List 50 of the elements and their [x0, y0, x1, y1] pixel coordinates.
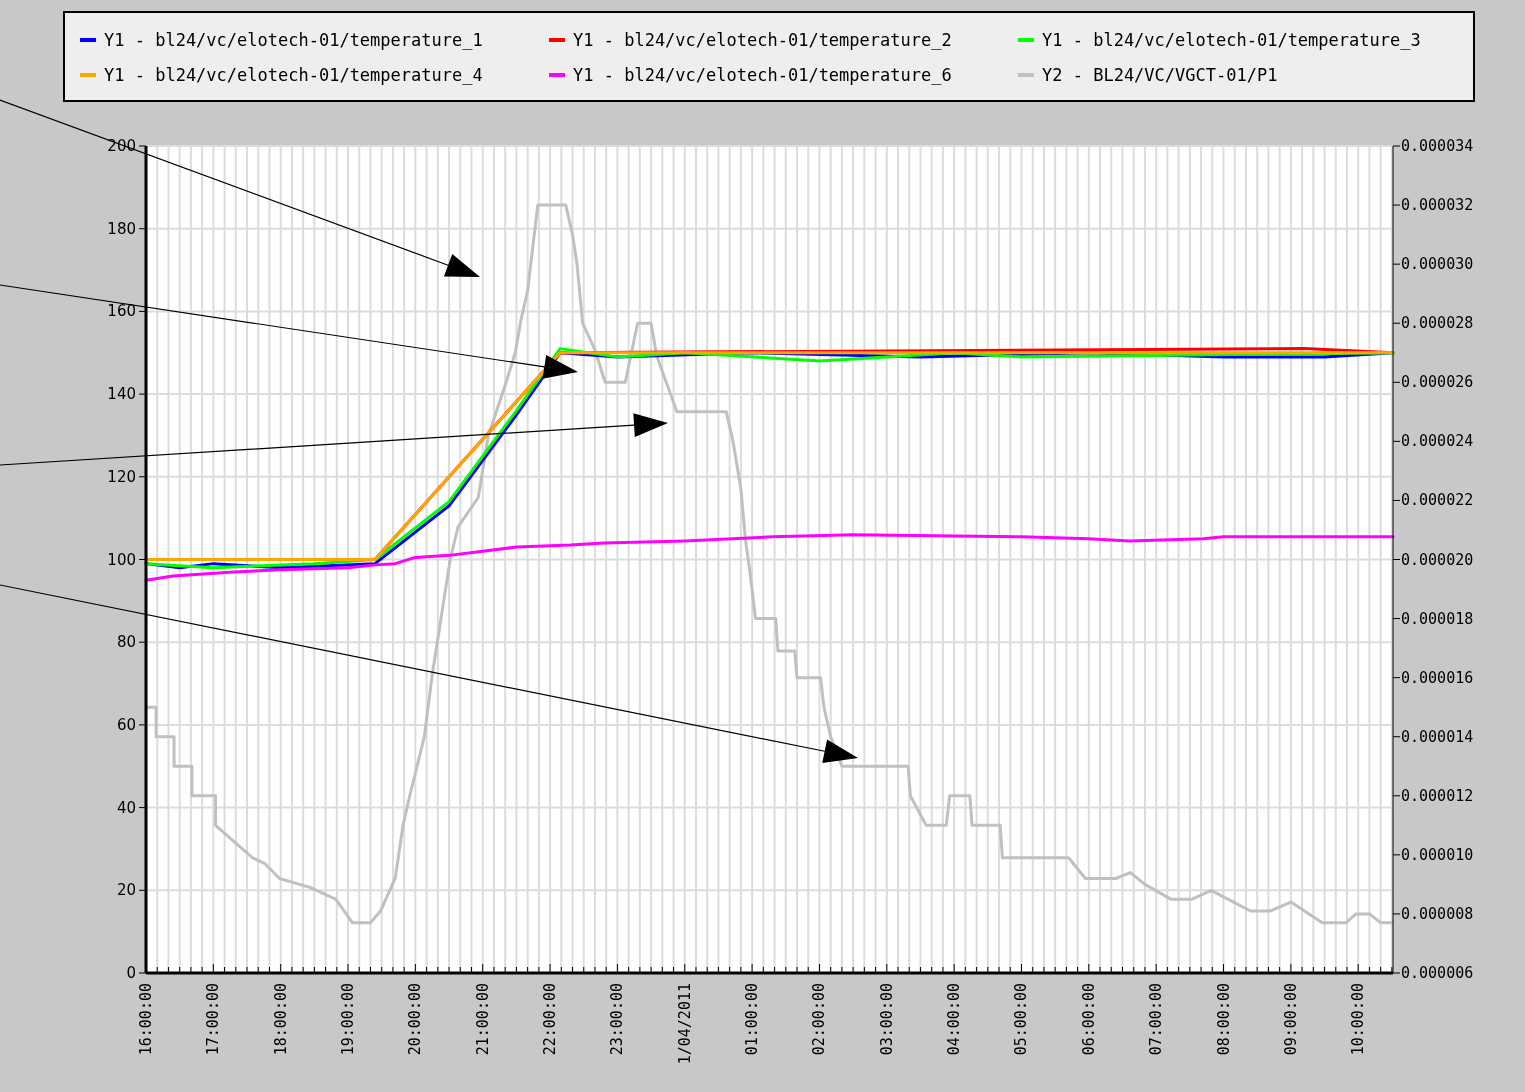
x-tick-label: 05:00:00	[1012, 983, 1031, 1056]
legend-label: Y2 - BL24/VC/VGCT-01/P1	[1042, 65, 1278, 85]
y2-tick-label: 0.000006	[1401, 964, 1474, 982]
y2-tick-label: 0.000028	[1401, 314, 1474, 333]
x-tick-label: 02:00:00	[810, 983, 829, 1056]
x-tick-label: 16:00:00	[137, 983, 155, 1056]
y-tick-label: 160	[107, 302, 136, 321]
x-tick-label: 21:00:00	[473, 983, 492, 1056]
y2-tick-label: 0.000016	[1401, 668, 1474, 687]
x-tick-label: 17:00:00	[204, 983, 223, 1056]
y-tick-label: 40	[116, 798, 136, 817]
x-tick-label: 22:00:00	[541, 983, 560, 1056]
x-tick-label: 04:00:00	[945, 983, 964, 1056]
x-tick-label: 23:00:00	[608, 983, 627, 1056]
y2-tick-label: 0.000026	[1401, 373, 1474, 392]
y-tick-label: 140	[107, 385, 136, 404]
x-tick-label: 01:00:00	[743, 983, 762, 1056]
y-tick-label: 60	[116, 715, 136, 734]
x-tick-label: 10:00:00	[1349, 983, 1368, 1056]
y2-tick-label: 0.000020	[1401, 550, 1474, 569]
legend-label: Y1 - bl24/vc/elotech-01/temperature_2	[573, 30, 952, 50]
y2-tick-label: 0.000008	[1401, 904, 1474, 923]
y2-tick-label: 0.000014	[1401, 727, 1474, 746]
y2-tick-label: 0.000018	[1401, 609, 1474, 628]
x-tick-label: 09:00:00	[1281, 983, 1300, 1056]
y2-tick-label: 0.000030	[1401, 255, 1474, 274]
x-tick-label: 20:00:00	[406, 983, 425, 1056]
y-tick-label: 80	[116, 633, 136, 652]
legend-label: Y1 - bl24/vc/elotech-01/temperature_6	[573, 65, 952, 85]
x-tick-label: 19:00:00	[339, 983, 358, 1056]
y-tick-label: 120	[107, 467, 136, 486]
legend-label: Y1 - bl24/vc/elotech-01/temperature_1	[104, 30, 483, 50]
y2-tick-label: 0.000010	[1401, 845, 1474, 864]
y2-tick-label: 0.000022	[1401, 491, 1474, 510]
x-tick-label: 03:00:00	[877, 983, 896, 1056]
x-tick-label: 07:00:00	[1147, 983, 1166, 1056]
legend-label: Y1 - bl24/vc/elotech-01/temperature_3	[1042, 30, 1421, 50]
x-tick-label: 08:00:00	[1214, 983, 1233, 1056]
y-tick-label: 180	[107, 219, 136, 238]
y-tick-label: 100	[107, 550, 136, 569]
legend-label: Y1 - bl24/vc/elotech-01/temperature_4	[104, 65, 483, 85]
x-tick-label: 18:00:00	[271, 983, 290, 1056]
y2-tick-label: 0.000032	[1401, 196, 1474, 215]
y2-tick-label: 0.000034	[1401, 137, 1474, 155]
y2-tick-label: 0.000012	[1401, 786, 1474, 805]
x-tick-label: 06:00:00	[1079, 983, 1098, 1056]
y-tick-label: 20	[116, 881, 136, 900]
y-tick-label: 0	[126, 964, 136, 982]
y2-tick-label: 0.000024	[1401, 432, 1474, 451]
x-tick-label: 1/04/2011	[675, 983, 694, 1065]
